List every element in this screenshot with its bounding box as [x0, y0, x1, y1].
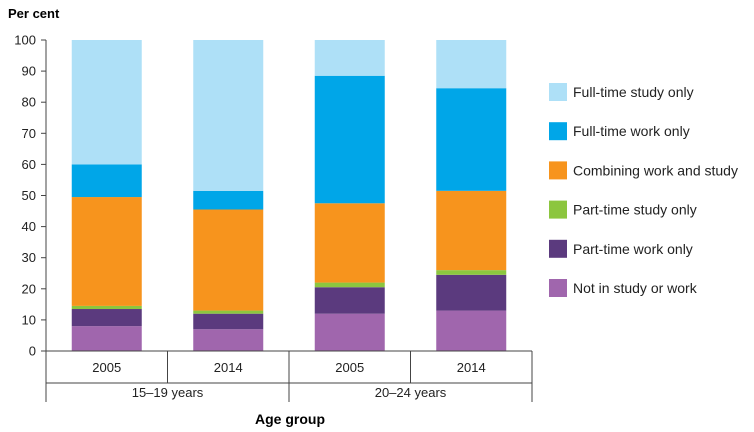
bar-segment — [436, 270, 507, 275]
legend-swatch — [549, 83, 567, 101]
bar-segment — [193, 40, 264, 191]
y-tick-label: 90 — [22, 64, 36, 79]
x-axis-title: Age group — [255, 411, 325, 427]
y-tick-label: 60 — [22, 157, 36, 172]
bar-segment — [314, 203, 385, 283]
legend: Full-time study only Full-time work only C… — [549, 83, 738, 297]
y-axis: 0 10 20 30 40 50 60 70 80 90 100 — [14, 33, 47, 359]
x-tick-label: 2014 — [214, 360, 243, 375]
bar-segment — [314, 40, 385, 76]
bar-segment — [436, 310, 507, 351]
legend-label: Not in study or work — [573, 280, 698, 296]
bar-segment — [314, 287, 385, 314]
x-tick-label: 2014 — [457, 360, 486, 375]
legend-label: Combining work and study — [573, 162, 738, 178]
bar-segment — [193, 310, 264, 314]
bar-segment — [193, 190, 264, 210]
x-group-label: 20–24 years — [375, 385, 447, 400]
bar-segment — [71, 326, 142, 351]
bar-segment — [436, 190, 507, 271]
bar-segment — [71, 305, 142, 310]
bar-segment — [193, 313, 264, 330]
legend-swatch — [549, 122, 567, 141]
y-tick-label: 0 — [29, 344, 36, 359]
y-tick-label: 40 — [22, 219, 36, 234]
legend-swatch — [549, 279, 567, 297]
bar-segment — [436, 88, 507, 191]
y-tick-label: 30 — [22, 250, 36, 265]
bar-segment — [436, 40, 507, 89]
legend-label: Full-time work only — [573, 123, 690, 139]
bar-segment — [71, 164, 142, 198]
legend-label: Part-time study only — [573, 202, 697, 218]
y-tick-label: 100 — [14, 33, 36, 48]
bar-segment — [71, 309, 142, 327]
legend-swatch — [549, 161, 567, 180]
y-tick-label: 70 — [22, 126, 36, 141]
bar-segment — [314, 313, 385, 351]
x-group-label: 15–19 years — [132, 385, 204, 400]
bar-segment — [71, 40, 142, 165]
bar-segment — [193, 329, 264, 351]
bar-segment — [436, 274, 507, 311]
bar-series — [71, 40, 507, 351]
x-tick-label: 2005 — [335, 360, 364, 375]
legend-swatch — [549, 200, 567, 219]
x-tick-label: 2005 — [92, 360, 121, 375]
y-tick-label: 80 — [22, 95, 36, 110]
legend-label: Part-time work only — [573, 241, 693, 257]
y-axis-label: Per cent — [8, 6, 60, 21]
legend-label: Full-time study only — [573, 84, 694, 100]
y-tick-label: 10 — [22, 312, 36, 327]
y-tick-label: 20 — [22, 281, 36, 296]
bar-segment — [314, 75, 385, 204]
legend-swatch — [549, 239, 567, 258]
bar-segment — [314, 282, 385, 288]
bar-segment — [193, 209, 264, 311]
bar-segment — [71, 197, 142, 306]
y-tick-label: 50 — [22, 188, 36, 203]
x-axis: 2005 2014 2005 2014 15–19 years 20–24 years — [45, 350, 533, 402]
